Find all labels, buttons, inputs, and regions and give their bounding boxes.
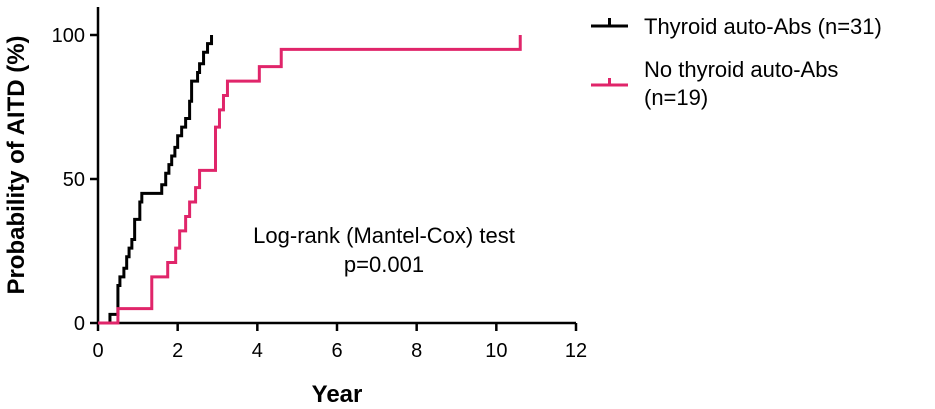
x-tick-label: 4 [252,340,263,362]
series-layer [98,35,522,325]
y-axis-title: Probability of AITD (%) [3,35,30,294]
legend: Thyroid auto-Abs (n=31) No thyroid auto-… [591,14,882,110]
x-tick-label: 2 [172,340,183,362]
y-tick-label: 100 [52,25,85,47]
legend-label-thyroid-auto-abs: Thyroid auto-Abs (n=31) [644,14,882,39]
y-tick-label: 50 [63,169,85,191]
x-ticks: 0 2 4 6 8 10 12 [92,323,587,362]
legend-label-no-thyroid-auto-abs: No thyroid auto-Abs (n=19) [644,57,838,110]
x-tick-label: 10 [485,340,507,362]
y-ticks: 0 50 100 [52,25,98,335]
series-line-0 [98,35,214,325]
x-tick-label: 8 [411,340,422,362]
y-tick-label: 0 [74,313,85,335]
x-tick-label: 0 [92,340,103,362]
x-axis-title: Year [312,381,363,408]
series-line-1 [98,35,522,325]
annotation-line-2: p=0.001 [344,252,424,277]
annotation-line-1: Log-rank (Mantel-Cox) test [253,223,515,248]
legend-item-thyroid-auto-abs: Thyroid auto-Abs (n=31) [591,14,882,39]
legend-item-no-thyroid-auto-abs: No thyroid auto-Abs (n=19) [591,57,838,110]
x-tick-label: 6 [331,340,342,362]
x-tick-label: 12 [565,340,587,362]
